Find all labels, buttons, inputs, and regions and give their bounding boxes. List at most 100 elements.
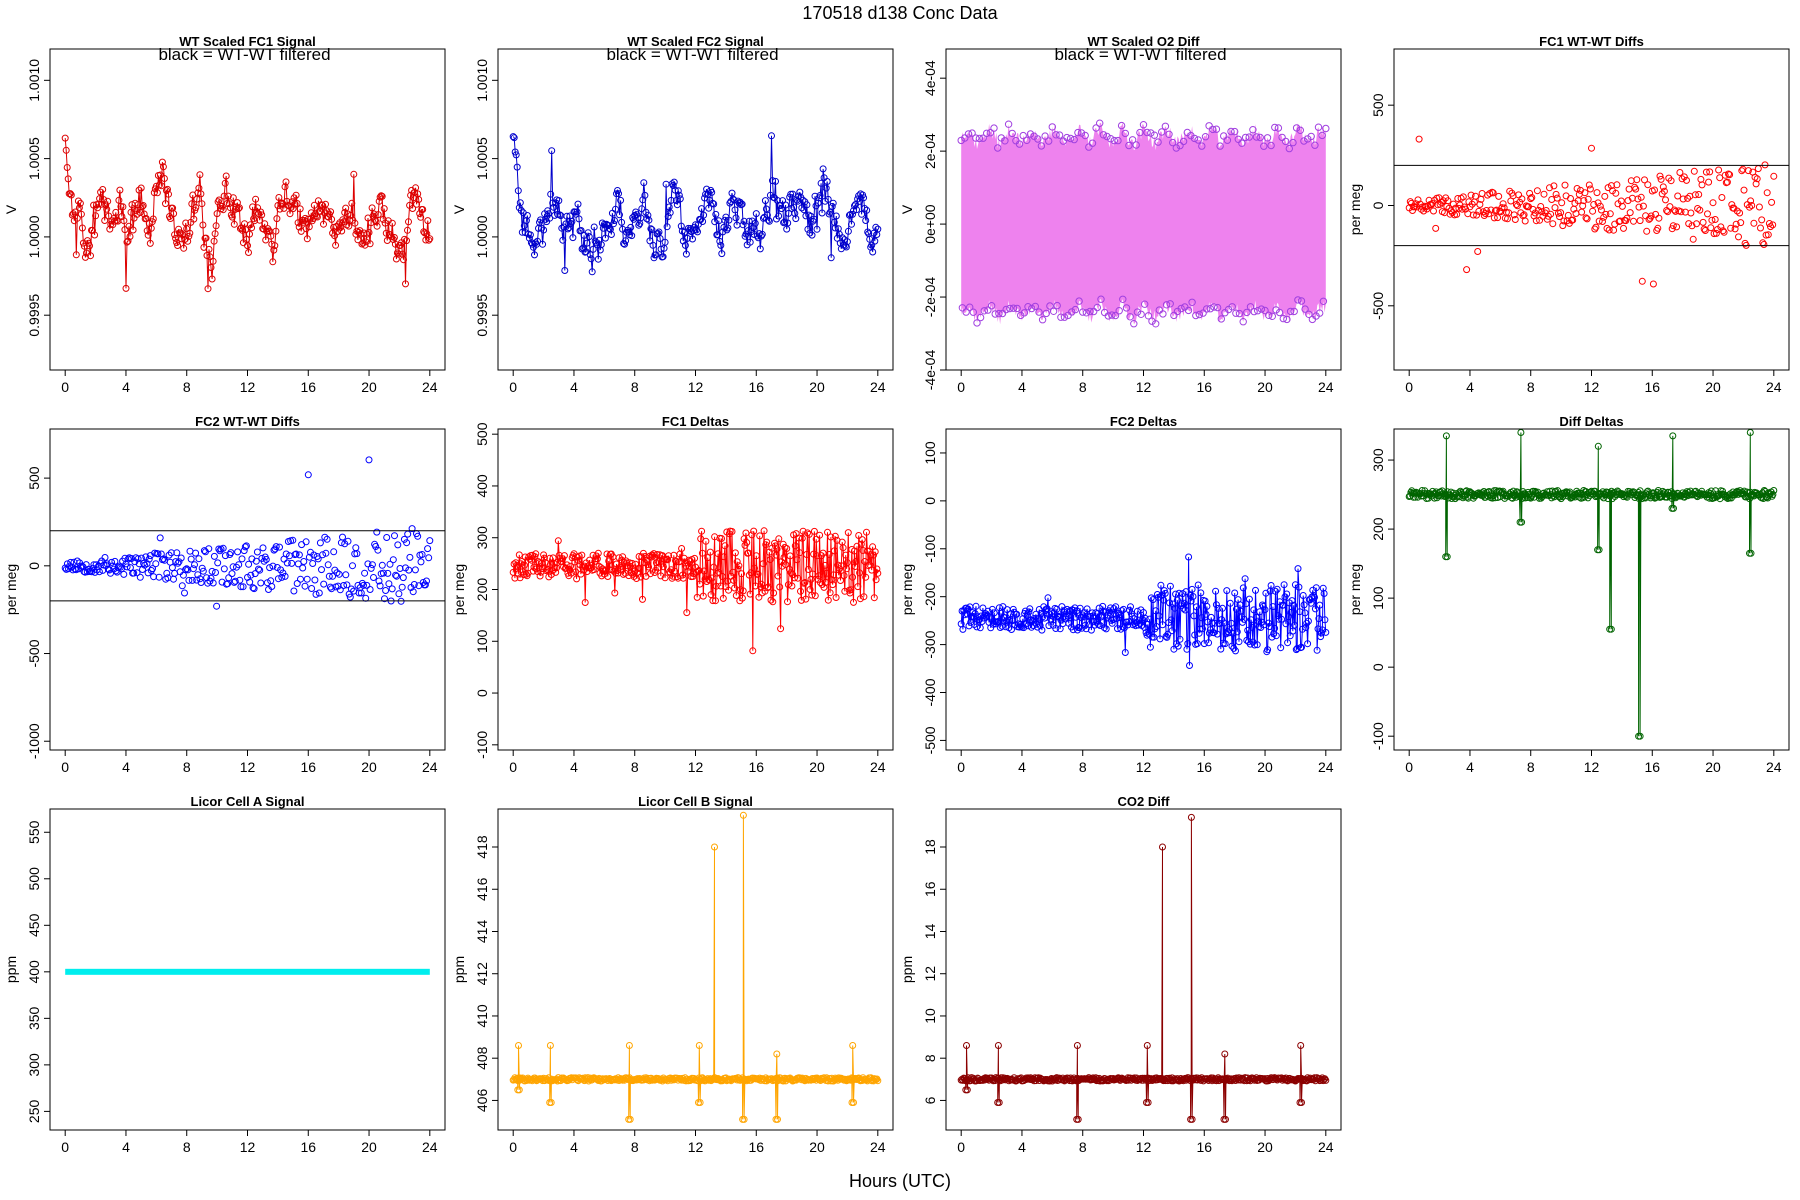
data-point (1304, 640, 1312, 648)
data-point (1558, 199, 1566, 207)
data-point (342, 571, 350, 579)
data-point (773, 1050, 781, 1058)
data-point (212, 222, 220, 230)
data-point (1238, 139, 1246, 147)
data-point (1087, 626, 1095, 634)
data-point (209, 257, 217, 265)
data-point (1644, 181, 1652, 189)
data-point (1045, 137, 1053, 145)
data-point (1077, 129, 1086, 137)
data-point (1070, 135, 1078, 144)
data-point (1514, 202, 1521, 210)
data-point (1498, 488, 1506, 496)
data-point (194, 571, 202, 579)
data-point (1175, 589, 1183, 597)
data-point (788, 582, 796, 590)
data-point (671, 567, 679, 575)
data-point (773, 545, 781, 553)
data-point (1584, 494, 1592, 502)
data-point (846, 589, 854, 597)
data-point (718, 250, 726, 258)
chart-title: FC2 Deltas (1110, 414, 1177, 429)
data-point (712, 210, 720, 218)
data-point (719, 594, 727, 602)
data-point (192, 549, 200, 557)
data-point (147, 224, 155, 232)
data-point (252, 195, 260, 203)
data-point (750, 527, 758, 535)
data-point (220, 565, 228, 573)
data-point (1472, 192, 1479, 200)
data-point (303, 235, 311, 243)
data-point (1243, 308, 1251, 317)
data-point (625, 1042, 633, 1049)
data-point (683, 609, 691, 617)
data-point (1322, 1076, 1330, 1084)
data-point (743, 539, 751, 546)
data-point (145, 555, 153, 563)
data-point (357, 589, 365, 597)
data-point (711, 218, 719, 226)
data-point (1275, 615, 1283, 623)
data-point (972, 134, 980, 142)
data-point (281, 183, 289, 191)
data-point (735, 199, 743, 207)
data-point (1595, 546, 1603, 554)
data-point (1687, 209, 1695, 217)
data-point (1020, 309, 1029, 317)
data-point (365, 229, 373, 236)
data-point (1449, 200, 1457, 208)
data-point (1453, 210, 1461, 218)
data-point (269, 258, 277, 266)
data-point (512, 151, 520, 159)
data-point (823, 569, 831, 577)
data-point (980, 307, 988, 315)
data-point (674, 187, 682, 195)
data-point (327, 208, 335, 216)
x-tick-label: 0 (509, 759, 517, 775)
data-point (1469, 211, 1477, 219)
data-point (964, 130, 973, 138)
data-point (1305, 310, 1313, 318)
data-point (395, 590, 403, 598)
data-point (784, 219, 792, 227)
data-point (856, 569, 864, 577)
x-tick-label: 24 (422, 1139, 438, 1155)
data-point (1678, 175, 1686, 183)
data-point (1292, 124, 1301, 132)
data-point (682, 562, 690, 570)
data-point (137, 184, 145, 192)
data-point (590, 566, 598, 574)
data-point (661, 574, 669, 582)
data-point (204, 285, 212, 293)
data-point (1567, 195, 1574, 202)
data-point (1610, 226, 1618, 234)
data-point (1184, 306, 1193, 315)
data-point (101, 217, 109, 224)
data-point (1294, 296, 1302, 304)
data-point (1126, 313, 1134, 321)
data-point (607, 231, 615, 238)
data-point (1670, 206, 1678, 214)
data-point (415, 196, 423, 203)
y-tick-label: -100 (922, 535, 938, 563)
data-point (853, 542, 861, 550)
data-point (749, 647, 757, 655)
data-point (622, 237, 630, 245)
data-point (612, 205, 619, 213)
data-point (1265, 619, 1272, 627)
data-point (332, 241, 340, 249)
plot-area (509, 527, 882, 655)
data-point (1143, 128, 1151, 137)
data-point (752, 552, 760, 560)
data-point (1715, 166, 1723, 174)
data-point (1082, 625, 1090, 633)
data-point (136, 209, 144, 216)
data-point (220, 192, 228, 200)
data-point (594, 255, 602, 263)
data-point (800, 579, 808, 587)
data-point (829, 581, 837, 589)
data-point (637, 573, 645, 581)
y-tick-label: 350 (26, 1006, 42, 1030)
data-point (1283, 590, 1291, 598)
